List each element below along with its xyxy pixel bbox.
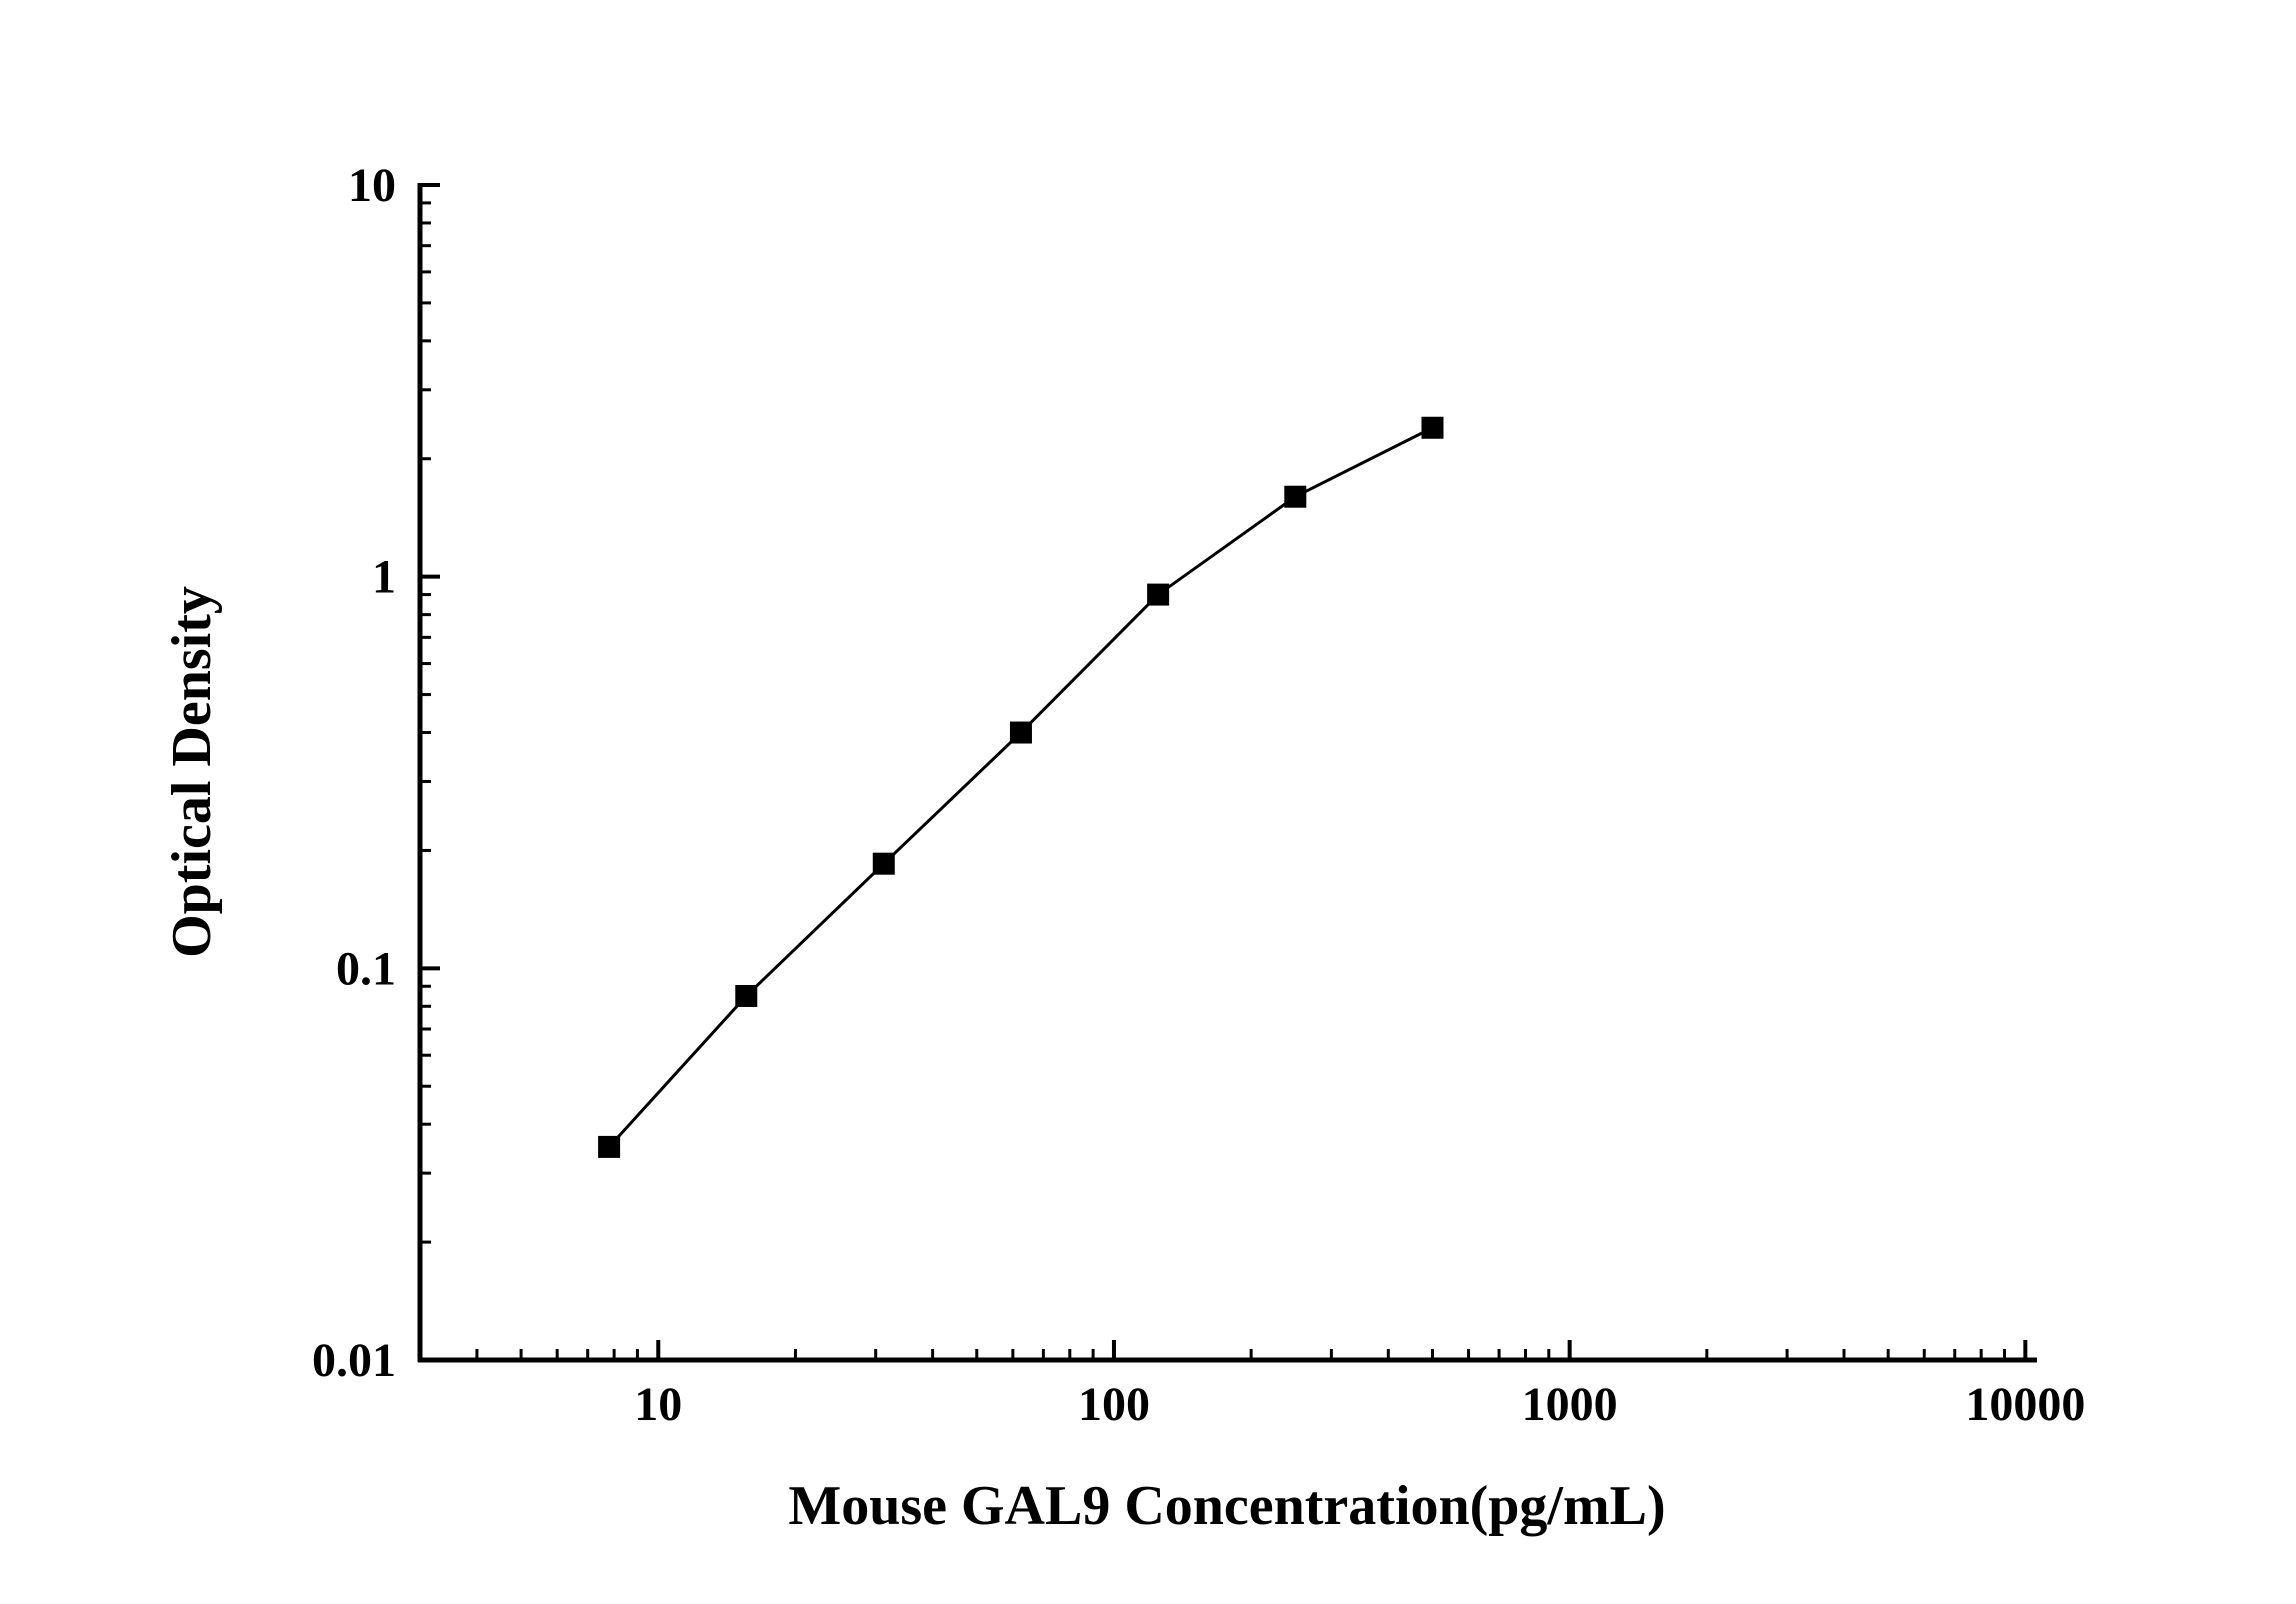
data-point-marker (1284, 485, 1307, 508)
data-point-marker (1421, 416, 1444, 439)
data-point-marker (872, 852, 895, 875)
y-tick-label: 1 (372, 551, 396, 604)
data-point-marker (1147, 583, 1170, 606)
data-point-marker (735, 984, 758, 1007)
data-point-marker (1009, 721, 1032, 744)
curve-line (607, 426, 1434, 1148)
x-tick-label: 10 (634, 1378, 682, 1431)
x-tick-label: 1000 (1522, 1378, 1618, 1431)
x-axis-label: Mouse GAL9 Concentration(pg/mL) (788, 1475, 1665, 1537)
y-axis-label: Optical Density (161, 586, 223, 958)
y-tick-label: 0.1 (336, 942, 396, 995)
data-point-marker (598, 1135, 621, 1158)
y-tick-label: 0.01 (312, 1334, 396, 1387)
x-tick-label: 10000 (1965, 1378, 2085, 1431)
y-tick-label: 10 (348, 159, 396, 212)
x-tick-label: 100 (1078, 1378, 1150, 1431)
